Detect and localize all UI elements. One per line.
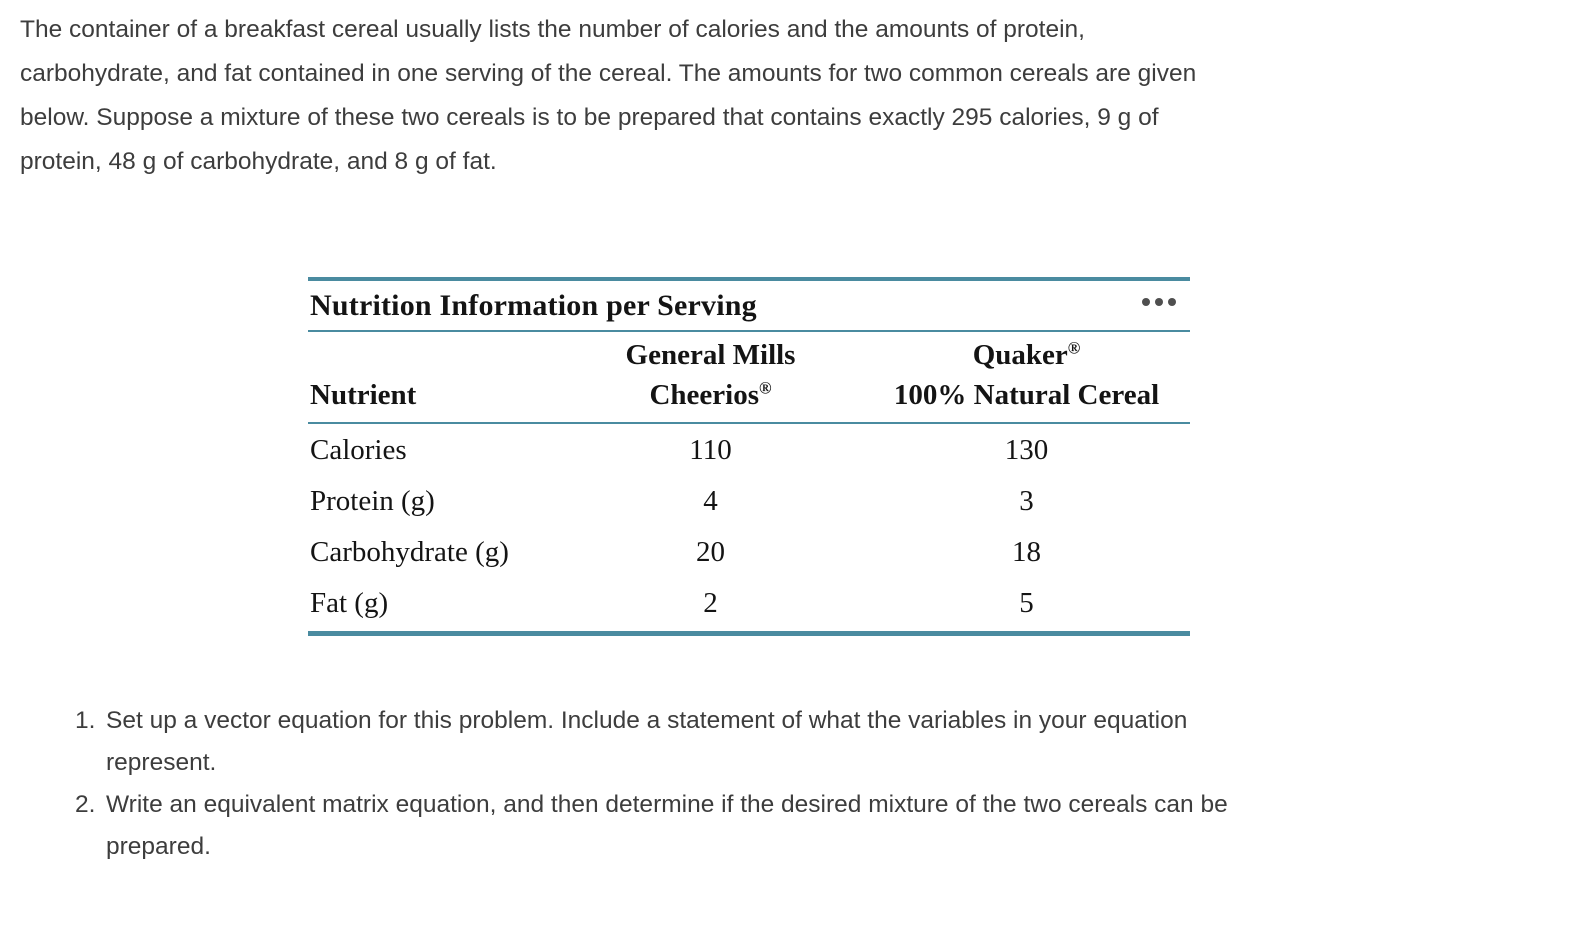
question-number: 2.	[75, 791, 96, 818]
row-label: Calories	[310, 434, 407, 466]
column-header-cheerios: General Mills Cheerios®	[625, 339, 796, 411]
quaker-value: 3	[1019, 485, 1034, 517]
question-text-line: Set up a vector equation for this proble…	[106, 707, 1188, 734]
table-row: Fat (g) 2 5	[308, 578, 1190, 629]
row-label: Carbohydrate (g)	[310, 536, 509, 568]
table-row: Carbohydrate (g) 20 18	[308, 527, 1190, 578]
problem-statement-line: below. Suppose a mixture of these two ce…	[20, 104, 1159, 131]
column-header-quaker: Quaker® 100% Natural Cereal	[893, 338, 1160, 411]
table-row: Calories 110 130	[308, 425, 1190, 476]
problem-statement: The container of a breakfast cereal usua…	[20, 8, 1196, 184]
problem-statement-line: The container of a breakfast cereal usua…	[20, 16, 1085, 43]
question-text-line: Write an equivalent matrix equation, and…	[106, 791, 1228, 818]
quaker-value: 5	[1019, 587, 1034, 619]
question-item-2: 2. Write an equivalent matrix equation, …	[75, 784, 1228, 868]
question-list: 1. Set up a vector equation for this pro…	[75, 700, 1228, 868]
problem-statement-line: carbohydrate, and fat contained in one s…	[20, 60, 1197, 87]
table-title: Nutrition Information per Serving	[310, 288, 757, 322]
ellipsis-menu-icon[interactable]	[1142, 297, 1176, 306]
quaker-value: 130	[1004, 434, 1049, 466]
nutrition-table: Nutrition Information per Serving Nutrie…	[308, 277, 1190, 636]
table-divider	[308, 422, 1190, 424]
table-top-rule	[308, 277, 1190, 281]
problem-statement-line: protein, 48 g of carbohydrate, and 8 g o…	[20, 148, 497, 175]
table-row: Protein (g) 4 3	[308, 476, 1190, 527]
registered-mark-icon: ®	[758, 378, 772, 398]
row-label: Fat (g)	[310, 587, 389, 619]
table-bottom-rule	[308, 631, 1190, 636]
column-header-nutrient: Nutrient	[310, 379, 417, 411]
question-text-line: prepared.	[106, 833, 211, 860]
cheerios-value: 20	[696, 536, 725, 568]
question-number: 1.	[75, 707, 96, 734]
row-label: Protein (g)	[310, 485, 435, 517]
registered-mark-icon: ®	[1067, 338, 1081, 358]
question-text-line: represent.	[106, 749, 217, 776]
table-divider	[308, 330, 1190, 332]
cheerios-value: 110	[689, 434, 732, 466]
quaker-value: 18	[1012, 536, 1041, 568]
question-item-1: 1. Set up a vector equation for this pro…	[75, 700, 1228, 784]
cheerios-value: 2	[703, 587, 718, 619]
cheerios-value: 4	[703, 485, 718, 517]
table-header-row: Nutrient General Mills Cheerios® Quaker®…	[308, 332, 1190, 422]
